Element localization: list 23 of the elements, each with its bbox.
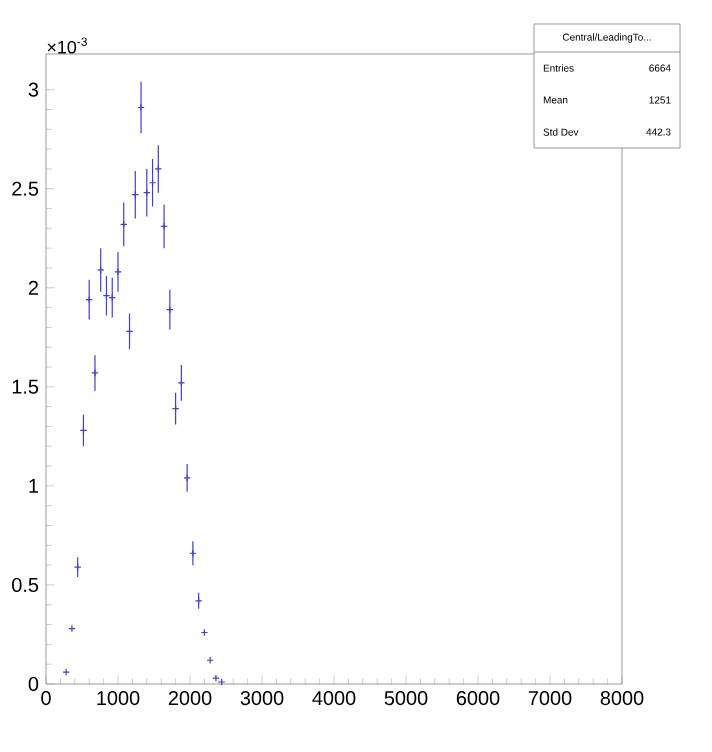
- point: [200, 628, 209, 637]
- y-tick-label: 2: [28, 280, 38, 295]
- x-tick-label: 2000: [168, 691, 212, 706]
- x-tick-label: 1000: [97, 691, 140, 706]
- text: ×10$^{-3}$: [47, 37, 87, 54]
- x-tick-label: 3000: [240, 691, 284, 706]
- x-tick-label: 0: [41, 691, 51, 706]
- point: [62, 668, 70, 676]
- y-tick-label: 1: [29, 479, 38, 493]
- y-tick-label: 0.5: [12, 577, 39, 592]
- y-tick-label: 3: [28, 82, 39, 97]
- point: [212, 674, 220, 682]
- x-tick-label: 8000: [600, 691, 644, 706]
- x-tick-label: 5000: [384, 691, 428, 706]
- point: [68, 624, 76, 633]
- point: [73, 563, 82, 571]
- x-tick-label: 7000: [528, 691, 572, 706]
- y-tick-label: 0: [28, 676, 39, 692]
- y-tick-label: 2.5: [12, 181, 39, 196]
- x-tick-label: 4000: [312, 691, 356, 706]
- y-tick-label: 1.5: [12, 379, 39, 394]
- point: [217, 678, 226, 686]
- x-tick-label: 6000: [456, 691, 500, 706]
